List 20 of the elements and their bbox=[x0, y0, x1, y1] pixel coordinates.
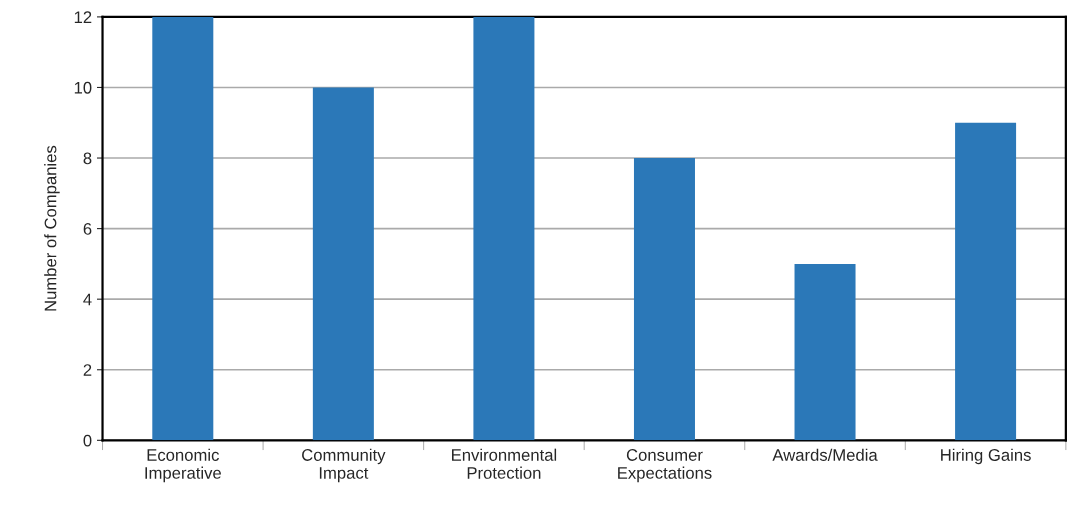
x-tick-label: Environmental Protection bbox=[452, 448, 557, 479]
x-tick-label: Hiring Gains bbox=[941, 448, 1031, 465]
x-tick-label: Economic Imperative bbox=[145, 448, 221, 483]
y-tick-label: 10 bbox=[74, 81, 92, 94]
bar bbox=[794, 263, 856, 441]
y-tick-label: 6 bbox=[83, 223, 92, 235]
x-tick-label: Community Impact bbox=[302, 448, 386, 483]
bar bbox=[633, 158, 695, 441]
bar bbox=[152, 16, 214, 441]
y-tick-label: 4 bbox=[83, 293, 92, 306]
bar bbox=[312, 87, 374, 441]
y-tick-label: 8 bbox=[83, 152, 92, 165]
bar bbox=[955, 122, 1017, 441]
x-tick-label: Awards/Media bbox=[772, 448, 878, 461]
x-tick-label: Consumer Expectations bbox=[618, 449, 712, 483]
y-tick-label: 0 bbox=[83, 434, 92, 447]
y-tick-label: 12 bbox=[74, 11, 92, 23]
y-tick-label: 2 bbox=[83, 364, 92, 376]
bar bbox=[473, 16, 535, 441]
y-axis-title: Number of Companies bbox=[44, 145, 60, 311]
